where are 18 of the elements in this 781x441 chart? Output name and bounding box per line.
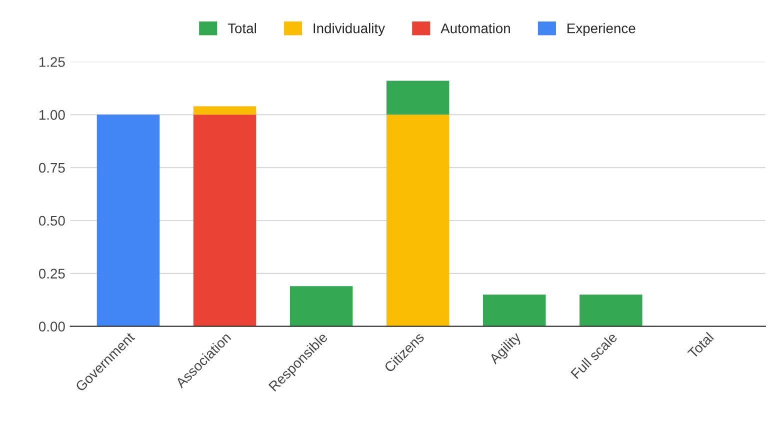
- legend-label: Individuality: [314, 23, 386, 36]
- legend-label: Total: [228, 23, 256, 34]
- bar: [193, 114, 256, 326]
- bar: [386, 114, 450, 326]
- bar: [96, 114, 160, 326]
- bar: [386, 80, 450, 115]
- y-tick-label: 0.25: [38, 268, 65, 279]
- y-tick-label: 1.25: [39, 57, 65, 67]
- bar: [290, 286, 353, 326]
- legend-label: Experience: [568, 23, 636, 36]
- y-tick-label: 0.50: [38, 216, 65, 226]
- y-tick-label: 0.75: [38, 162, 65, 173]
- y-tick-label: 0.00: [38, 322, 65, 332]
- bar: [483, 294, 546, 326]
- y-tick-label: 1.00: [39, 110, 65, 120]
- bar: [580, 294, 642, 326]
- bar: [193, 106, 256, 115]
- legend-label: Automation: [440, 23, 510, 34]
